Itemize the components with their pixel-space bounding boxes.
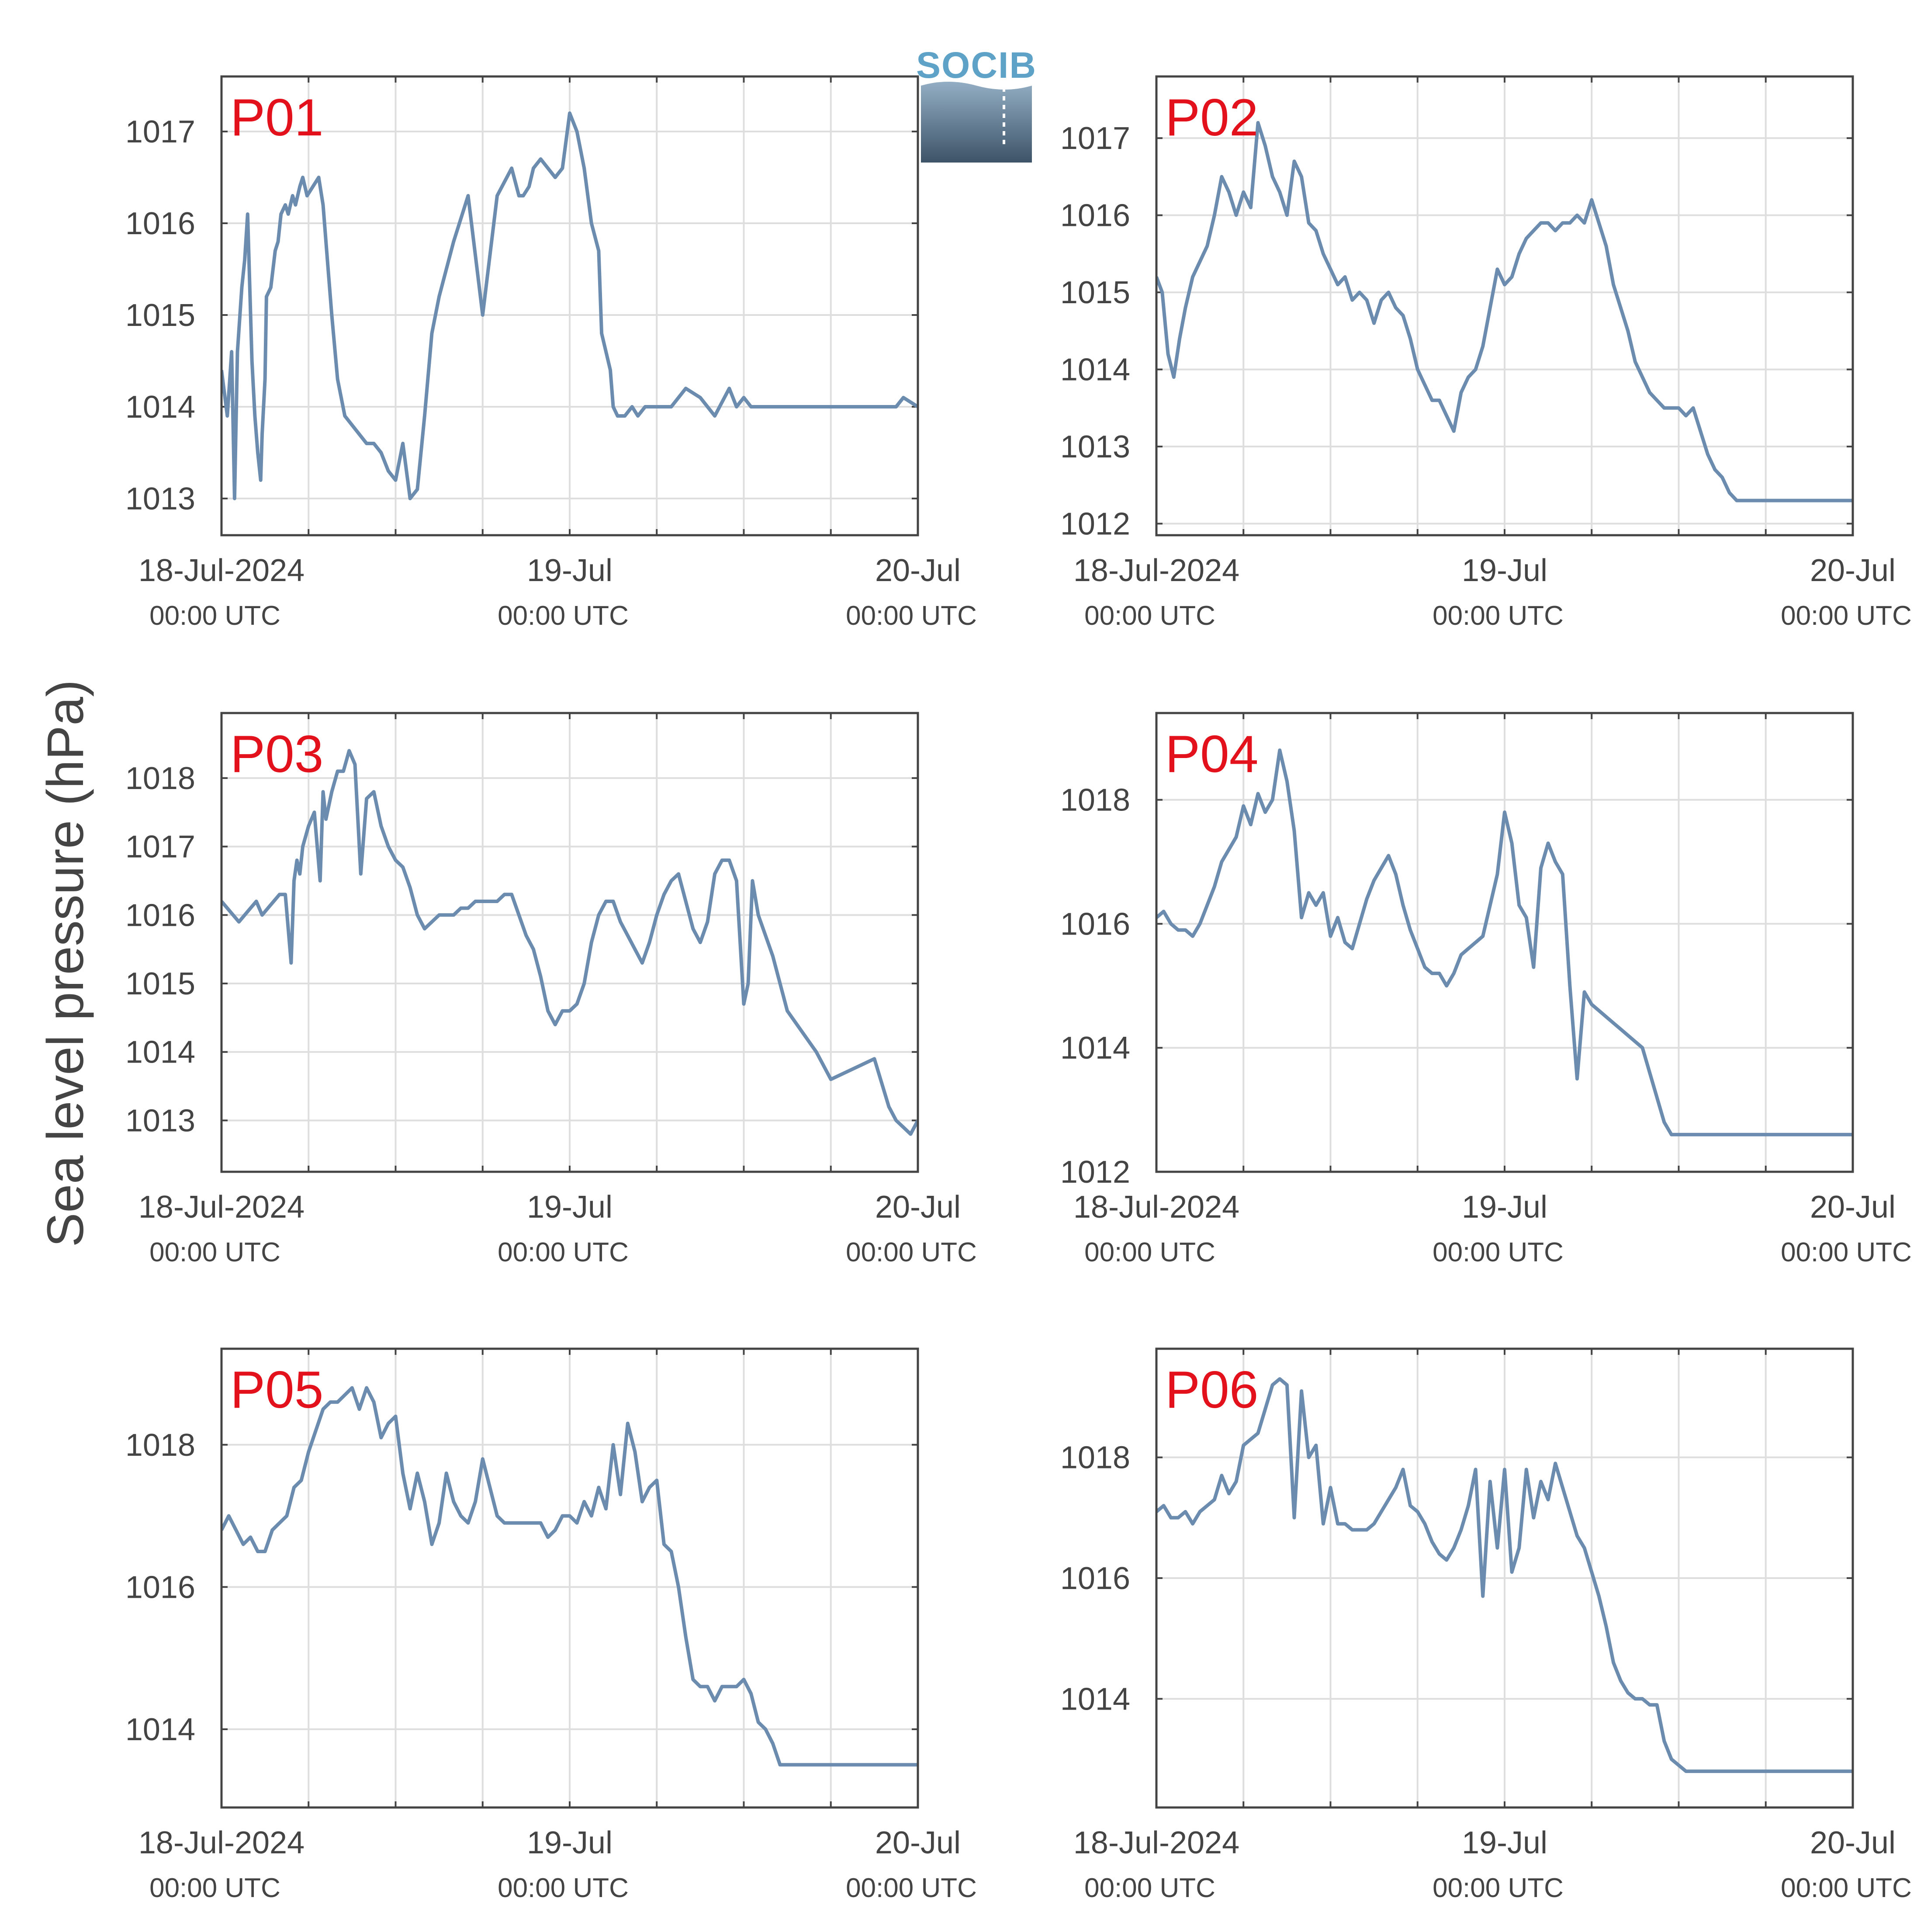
- x-tick-time-label: 00:00 UTC: [1781, 601, 1912, 631]
- panel-p01: 1013 1014 1015 1016 1017 18-Jul-2024 00:00 UTC…: [125, 75, 977, 631]
- x-tick-time-label: 00:00 UTC: [1433, 1873, 1564, 1903]
- axes-frame: [220, 1347, 919, 1809]
- series-line-p05: [221, 1386, 918, 1767]
- panel-p05: 1014 1016 1018 18-Jul-2024 00:00 UTC 19-Jul 00…: [125, 1347, 977, 1903]
- axes-frame: [220, 712, 919, 1173]
- y-tick-label: 1012: [1060, 507, 1130, 542]
- axes-frame: [1155, 1347, 1854, 1809]
- panel-p04: 1012 1014 1016 1018 18-Jul-2024 00:00 UTC 19-J…: [1060, 712, 1912, 1267]
- x-tick-time-label: 00:00 UTC: [498, 601, 629, 631]
- y-tick-label: 1013: [125, 481, 195, 516]
- x-tick-label: 20-Jul: [875, 553, 961, 588]
- x-tick-time-label: 00:00 UTC: [1781, 1873, 1912, 1903]
- y-tick-label: 1016: [1060, 1561, 1130, 1596]
- x-tick-label: 20-Jul: [875, 1190, 961, 1225]
- y-tick-label: 1013: [125, 1103, 195, 1138]
- y-tick-label: 1017: [125, 830, 195, 865]
- x-tick-time-label: 00:00 UTC: [846, 1873, 977, 1903]
- y-tick-label: 1014: [125, 1712, 195, 1747]
- x-tick-time-label: 00:00 UTC: [1433, 601, 1564, 631]
- panels: 1013 1014 1015 1016 1017 18-Jul-2024 00:00 UTC…: [125, 75, 1912, 1903]
- series-line-p03: [221, 749, 918, 1136]
- y-tick-label: 1018: [1060, 1440, 1130, 1475]
- axes-frame: [220, 75, 919, 537]
- x-tick-time-label: 00:00 UTC: [1781, 1237, 1912, 1267]
- series-line-p04: [1156, 748, 1853, 1136]
- x-tick-label: 19-Jul: [527, 553, 612, 588]
- logo-text: SOCIB: [916, 45, 1037, 86]
- x-tick-time-label: 00:00 UTC: [1433, 1237, 1564, 1267]
- x-tick-time-label: 00:00 UTC: [1084, 601, 1215, 631]
- x-tick-label: 19-Jul: [1462, 553, 1547, 588]
- x-tick-label: 18-Jul-2024: [1073, 1190, 1239, 1225]
- y-tick-label: 1014: [1060, 353, 1130, 388]
- y-tick-label: 1015: [125, 298, 195, 333]
- x-tick-label: 19-Jul: [527, 1190, 612, 1225]
- x-tick-label: 18-Jul-2024: [138, 1825, 305, 1860]
- x-tick-label: 18-Jul-2024: [1073, 1825, 1239, 1860]
- y-tick-label: 1016: [1060, 907, 1130, 942]
- panel-p03: 1013 1014 1015 1016 1017 1018 18-Jul-2024 00:00…: [125, 712, 977, 1267]
- logo-wave-icon: [921, 82, 1032, 163]
- y-tick-label: 1015: [1060, 275, 1130, 310]
- panel-label: P03: [230, 725, 324, 783]
- y-tick-label: 1013: [1060, 429, 1130, 464]
- x-tick-time-label: 00:00 UTC: [149, 601, 280, 631]
- panel-label: P02: [1165, 88, 1259, 147]
- x-tick-time-label: 00:00 UTC: [846, 601, 977, 631]
- x-tick-time-label: 00:00 UTC: [149, 1237, 280, 1267]
- panel-p02: 1012 1013 1014 1015 1016 1017 18-Jul-2024 00:00…: [1060, 75, 1912, 631]
- x-tick-time-label: 00:00 UTC: [498, 1873, 629, 1903]
- series-line-p06: [1156, 1377, 1853, 1773]
- x-tick-label: 20-Jul: [1810, 1190, 1896, 1225]
- series-line-p02: [1156, 121, 1853, 502]
- y-tick-label: 1017: [1060, 121, 1130, 156]
- x-tick-label: 18-Jul-2024: [138, 1190, 305, 1225]
- y-axis-label: Sea level pressure (hPa): [37, 680, 94, 1247]
- x-tick-time-label: 00:00 UTC: [149, 1873, 280, 1903]
- panel-label: P04: [1165, 725, 1259, 783]
- socib-logo: SOCIB: [916, 45, 1037, 163]
- y-tick-label: 1012: [1060, 1155, 1130, 1190]
- x-tick-time-label: 00:00 UTC: [1084, 1873, 1215, 1903]
- panel-label: P06: [1165, 1361, 1259, 1419]
- x-tick-label: 18-Jul-2024: [138, 553, 305, 588]
- y-tick-label: 1014: [125, 390, 195, 425]
- panel-p06: 1014 1016 1018 18-Jul-2024 00:00 UTC 19-Jul 00…: [1060, 1347, 1912, 1903]
- x-tick-label: 18-Jul-2024: [1073, 553, 1239, 588]
- axes-frame: [1155, 712, 1854, 1173]
- x-tick-label: 20-Jul: [1810, 1825, 1896, 1860]
- y-tick-label: 1014: [1060, 1031, 1130, 1066]
- y-tick-label: 1015: [125, 966, 195, 1001]
- x-tick-label: 19-Jul: [1462, 1825, 1547, 1860]
- y-tick-label: 1014: [1060, 1682, 1130, 1717]
- y-tick-label: 1018: [125, 761, 195, 796]
- y-tick-label: 1016: [125, 206, 195, 241]
- y-tick-label: 1014: [125, 1035, 195, 1070]
- y-tick-label: 1018: [125, 1428, 195, 1463]
- panel-label: P01: [230, 88, 324, 147]
- x-tick-label: 20-Jul: [1810, 553, 1896, 588]
- axes-frame: [1155, 75, 1854, 537]
- series-line-p01: [221, 111, 918, 500]
- y-tick-label: 1016: [125, 898, 195, 933]
- y-tick-label: 1018: [1060, 783, 1130, 818]
- x-tick-time-label: 00:00 UTC: [1084, 1237, 1215, 1267]
- y-tick-label: 1016: [125, 1570, 195, 1605]
- y-tick-label: 1016: [1060, 198, 1130, 233]
- x-tick-label: 20-Jul: [875, 1825, 961, 1860]
- x-tick-label: 19-Jul: [527, 1825, 612, 1860]
- panel-label: P05: [230, 1361, 324, 1419]
- x-tick-time-label: 00:00 UTC: [846, 1237, 977, 1267]
- y-tick-label: 1017: [125, 114, 195, 149]
- x-tick-time-label: 00:00 UTC: [498, 1237, 629, 1267]
- x-tick-label: 19-Jul: [1462, 1190, 1547, 1225]
